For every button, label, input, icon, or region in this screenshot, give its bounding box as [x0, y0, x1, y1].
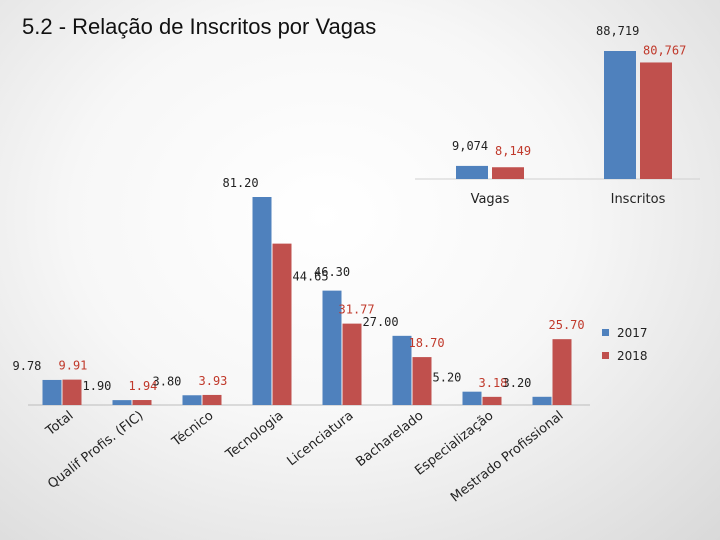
bar-2018-0	[62, 379, 82, 405]
big-chart-extra-label: 46.30	[314, 265, 350, 279]
category-label-0: Total	[43, 408, 77, 439]
label-2018-2: 3.93	[199, 374, 228, 388]
label-2018-5: 18.70	[409, 336, 445, 350]
bar-2017-6	[462, 391, 482, 405]
legend-swatch-2017	[602, 329, 609, 336]
legend: 2017 2018	[602, 326, 648, 363]
bar-2017-2	[182, 395, 202, 405]
small-bar-2017-0	[456, 165, 488, 179]
bar-2017-7	[532, 396, 552, 405]
small-category-0: Vagas	[471, 192, 510, 207]
category-label-5: Bacharelado	[353, 408, 426, 470]
bar-2017-5	[392, 335, 412, 405]
category-label-4: Licenciatura	[284, 408, 356, 469]
label-2018-1: 1.94	[129, 379, 158, 393]
small-chart: 9,074 8,149 Vagas 88,719 80,767 Inscritos	[415, 24, 700, 207]
small-label-2018-1: 80,767	[643, 43, 686, 57]
bar-2017-4	[322, 290, 342, 405]
label-2018-0: 9.91	[59, 359, 88, 373]
legend-label-2018: 2018	[617, 349, 648, 363]
small-label-2018-0: 8,149	[495, 144, 531, 158]
label-2017-3: 81.20	[223, 176, 259, 190]
label-2018-4: 31.77	[339, 303, 375, 317]
small-label-2017-0: 9,074	[452, 139, 488, 153]
small-category-1: Inscritos	[611, 192, 666, 207]
category-label-2: Técnico	[169, 408, 217, 450]
label-2018-7: 25.70	[549, 318, 585, 332]
small-bar-2018-1	[640, 62, 672, 179]
bar-2018-4	[342, 323, 362, 405]
legend-label-2017: 2017	[617, 326, 648, 340]
label-2018-6: 3.18	[479, 376, 508, 390]
bar-2017-3	[252, 197, 272, 405]
bar-2017-0	[42, 379, 62, 405]
label-2017-2: 3.80	[153, 374, 182, 388]
legend-swatch-2018	[602, 352, 609, 359]
label-2017-5: 27.00	[363, 315, 399, 329]
small-bar-2018-0	[492, 167, 524, 179]
small-label-2017-1: 88,719	[596, 24, 639, 38]
bar-2017-1	[112, 400, 132, 405]
label-2017-7: 3.20	[503, 376, 532, 390]
label-2017-4: 44.65	[293, 270, 329, 284]
label-2017-0: 9.78	[13, 359, 42, 373]
label-2017-6: 5.20	[433, 371, 462, 385]
small-bar-2017-1	[604, 51, 636, 179]
bar-2018-2	[202, 394, 222, 405]
category-label-7: Mestrado Profissional	[448, 408, 566, 505]
label-2017-1: 1.90	[83, 379, 112, 393]
bar-2018-5	[412, 357, 432, 405]
bar-2018-7	[552, 339, 572, 405]
category-label-3: Tecnologia	[222, 408, 286, 463]
slide-title: 5.2 - Relação de Inscritos por Vagas	[22, 14, 377, 39]
bar-2018-1	[132, 400, 152, 405]
bar-2018-6	[482, 396, 502, 405]
bar-2018-3	[272, 243, 292, 405]
